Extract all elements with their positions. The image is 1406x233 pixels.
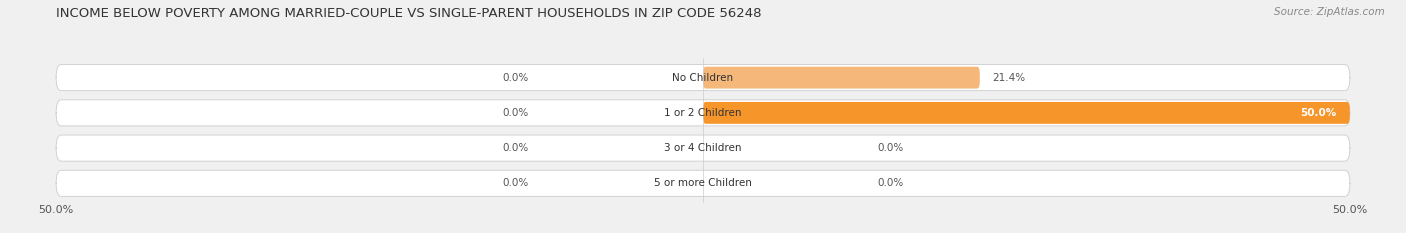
- Text: 3 or 4 Children: 3 or 4 Children: [664, 143, 742, 153]
- Text: 0.0%: 0.0%: [502, 143, 529, 153]
- Text: 0.0%: 0.0%: [502, 73, 529, 83]
- FancyBboxPatch shape: [56, 170, 1350, 196]
- Text: INCOME BELOW POVERTY AMONG MARRIED-COUPLE VS SINGLE-PARENT HOUSEHOLDS IN ZIP COD: INCOME BELOW POVERTY AMONG MARRIED-COUPL…: [56, 7, 762, 20]
- Text: 5 or more Children: 5 or more Children: [654, 178, 752, 188]
- FancyBboxPatch shape: [56, 100, 1350, 126]
- Text: 0.0%: 0.0%: [502, 108, 529, 118]
- Text: 1 or 2 Children: 1 or 2 Children: [664, 108, 742, 118]
- Text: 21.4%: 21.4%: [993, 73, 1026, 83]
- Text: 0.0%: 0.0%: [877, 178, 904, 188]
- Text: 50.0%: 50.0%: [1301, 108, 1337, 118]
- Text: Source: ZipAtlas.com: Source: ZipAtlas.com: [1274, 7, 1385, 17]
- FancyBboxPatch shape: [56, 135, 1350, 161]
- Text: 0.0%: 0.0%: [502, 178, 529, 188]
- Text: No Children: No Children: [672, 73, 734, 83]
- FancyBboxPatch shape: [56, 65, 1350, 91]
- Text: 0.0%: 0.0%: [877, 143, 904, 153]
- FancyBboxPatch shape: [703, 102, 1350, 124]
- FancyBboxPatch shape: [703, 67, 980, 89]
